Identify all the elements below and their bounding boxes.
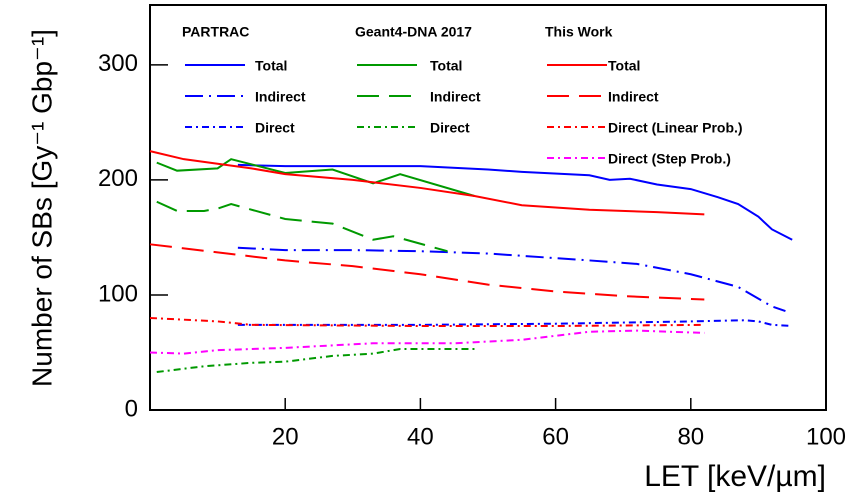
- legend-label: Direct (Step Prob.): [608, 151, 731, 167]
- series-line: [149, 329, 705, 355]
- legend-label: Total: [430, 58, 462, 74]
- x-tick-label: 20: [272, 423, 299, 450]
- series-line: [149, 243, 705, 301]
- y-tick-label: 200: [98, 165, 138, 192]
- series-line: [237, 163, 793, 241]
- y-tick-label: 100: [98, 280, 138, 307]
- series-line: [149, 150, 705, 216]
- series-line: [156, 158, 475, 197]
- legend-group-title: PARTRAC: [182, 24, 249, 40]
- legend-label: Total: [608, 58, 640, 74]
- x-axis-label: LET [keV/µm]: [644, 460, 826, 493]
- series-line: [237, 319, 793, 328]
- x-tick-label: 80: [677, 423, 704, 450]
- plot-frame: [149, 4, 827, 411]
- x-tick-label: 100: [806, 423, 846, 450]
- series-line: [149, 316, 705, 328]
- y-tick-label: 0: [125, 395, 138, 422]
- legend-label: Direct (Linear Prob.): [608, 120, 743, 136]
- x-tick-label: 60: [542, 423, 569, 450]
- legend-label: Indirect: [255, 89, 306, 105]
- legend-label: Total: [255, 58, 287, 74]
- series-line: [156, 200, 448, 253]
- legend-label: Indirect: [608, 89, 659, 105]
- y-axis-label: Number of SBs [Gy⁻¹ Gbp⁻¹]: [26, 29, 57, 387]
- legend-label: Indirect: [430, 89, 481, 105]
- legend-label: Direct: [430, 120, 470, 136]
- legend-label: Direct: [255, 120, 295, 136]
- legend-group-title: This Work: [545, 24, 613, 40]
- legend-group-title: Geant4-DNA 2017: [355, 24, 472, 40]
- series-line: [156, 348, 475, 374]
- series-line: [237, 246, 786, 312]
- x-tick-label: 40: [407, 423, 434, 450]
- y-tick-label: 300: [98, 50, 138, 77]
